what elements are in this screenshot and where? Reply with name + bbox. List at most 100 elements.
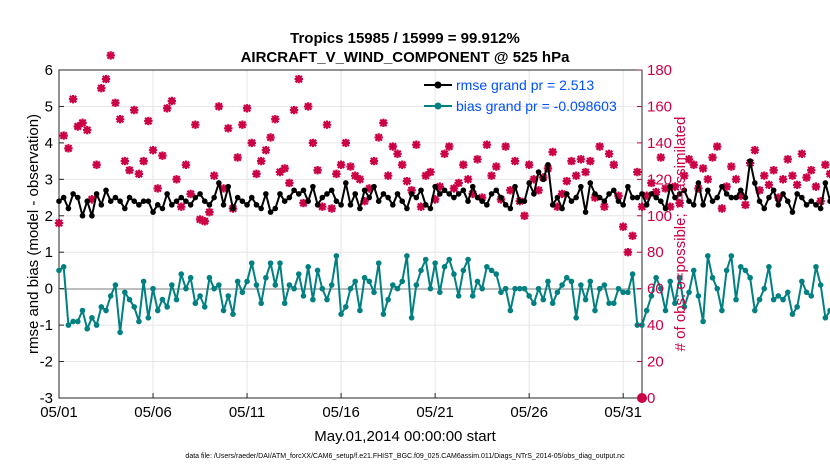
rmse-point [761,205,768,212]
obs-assimilated-marker [614,191,623,200]
rmse-point [187,202,194,208]
obs-assimilated-marker [106,51,115,60]
bias-point [408,315,415,321]
obs-assimilated-marker [567,156,576,166]
bias-point [112,282,119,288]
x-tick-label: 05/26 [510,404,548,421]
obs-assimilated-marker [764,180,774,189]
bias-point [98,304,105,310]
obs-assimilated-marker [553,202,562,211]
obs-assimilated-marker [510,156,520,166]
obs-assimilated-marker [675,198,684,208]
rmse-point [211,194,217,201]
rmse-point [526,180,532,186]
bias-point [770,296,777,303]
bias-point [469,293,476,299]
bias-point [573,315,579,321]
rmse-point [272,205,279,212]
bias-point [103,307,109,314]
bias-point [258,300,264,307]
obs-assimilated-marker [586,156,595,166]
rmse-point [390,202,396,208]
rmse-point [263,191,269,197]
rmse-point [521,198,528,204]
bias-point [338,311,344,317]
obs-assimilated-marker [562,176,571,186]
obs-assimilated-marker [318,202,327,211]
rmse-point [239,198,246,204]
rmse-point [145,198,152,204]
obs-assimilated-marker [388,142,398,151]
bias-point [126,296,133,303]
bias-point [728,253,735,259]
bias-point [540,296,547,303]
obs-assimilated-marker [769,166,778,175]
obs-assimilated-marker [125,166,134,175]
x-tick-label: 05/06 [134,404,172,421]
rmse-point [338,202,344,208]
bias-point [300,293,307,299]
obs-assimilated-marker [506,186,515,195]
rmse-point [808,198,815,204]
rmse-point [140,198,147,204]
rmse-point [493,187,500,194]
rmse-point [620,202,626,208]
bias-point [474,278,481,285]
obs-assimilated-marker [713,142,722,151]
bias-point [291,285,297,292]
bias-point [516,285,523,292]
bias-point [582,296,589,303]
obs-assimilated-marker [548,147,557,157]
rmse-point [216,180,222,186]
bias-point [535,285,542,292]
obs-assimilated-marker [205,207,214,217]
obs-assimilated-marker [600,202,609,211]
obs-assimilated-marker [421,171,430,180]
obs-assimilated-marker [647,178,656,188]
bias-point [629,271,636,277]
y-right-tick-label: 140 [647,135,672,152]
obs-assimilated-marker [703,175,713,184]
obs-assimilated-marker [360,197,369,206]
bias-point [714,285,721,292]
rmse-point [169,202,175,208]
bias-point [559,282,565,288]
rmse-point [728,194,735,201]
rmse-point [502,202,509,208]
rmse-point [183,198,189,204]
bias-point [531,300,537,307]
bias-point [686,289,692,296]
y-tick-label: 2 [45,208,53,225]
bias-point [766,264,772,270]
rmse-point [126,194,133,201]
rmse-point [488,191,495,197]
rmse-point [366,194,373,201]
bias-point [648,293,655,299]
rmse-point [230,205,236,212]
rmse-point [300,187,307,194]
y-tick-label: 5 [45,98,53,115]
obs-assimilated-marker [727,162,736,171]
obs-assimilated-marker [379,118,388,128]
rmse-point [357,205,363,212]
bias-point [742,267,749,274]
bias-point [512,285,518,292]
rmse-point [455,191,462,197]
rmse-point [460,187,467,194]
obs-assimilated-marker [101,74,111,84]
bias-point [159,296,166,303]
bias-point [620,289,626,296]
rmse-point [75,194,81,201]
y-tick-label: -3 [40,390,53,407]
obs-assimilated-marker [755,186,764,195]
obs-assimilated-marker [73,122,83,131]
rmse-point [545,161,551,168]
rmse-point [324,191,330,197]
rmse-point [479,198,485,204]
bias-point [319,285,326,292]
y-tick-label: 3 [45,171,53,188]
rmse-point [295,191,302,197]
obs-assimilated-marker [299,198,308,208]
obs-assimilated-marker [195,215,205,224]
rmse-point [686,198,692,204]
